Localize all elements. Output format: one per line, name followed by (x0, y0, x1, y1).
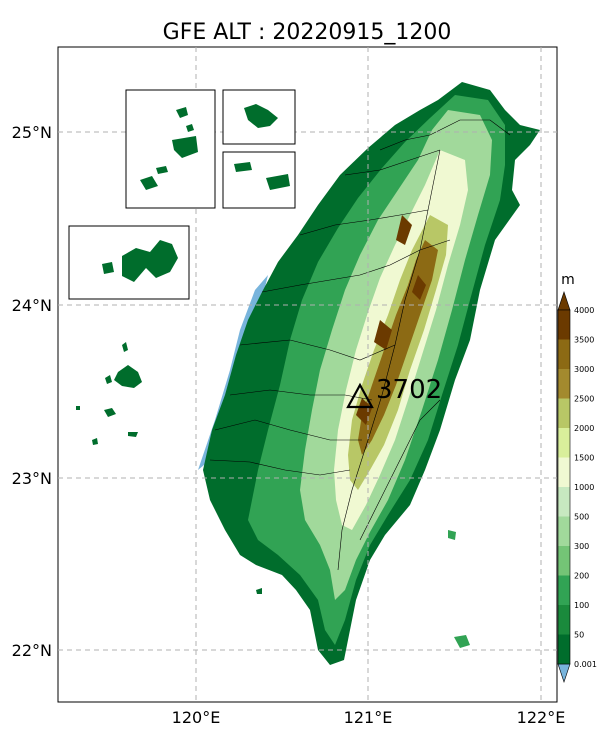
county-border (359, 399, 441, 541)
colorbar-tick-label: 2000 (574, 424, 594, 433)
colorbar-segment (558, 428, 570, 458)
inset-kinmen-islands (102, 240, 178, 282)
colorbar-unit: m (561, 272, 575, 288)
colorbar-segment (558, 575, 570, 605)
colorbar-tick-label: 4000 (574, 306, 594, 315)
inset-matsu-south-islands (234, 162, 290, 190)
peak-annotation: 3702 (346, 375, 442, 409)
y-tick-label: 22°N (12, 641, 52, 660)
colorbar-segment (558, 369, 570, 399)
inset-matsu-islands (140, 107, 198, 190)
colorbar-tick-label: 200 (574, 572, 589, 581)
terrain-summit (356, 215, 426, 425)
x-tick-label: 122°E (517, 708, 566, 727)
colorbar-extend-min (557, 663, 571, 683)
colorbar-segment (558, 339, 570, 369)
county-border (379, 119, 511, 151)
colorbar-frame (557, 309, 571, 665)
x-axis: 120°E 121°E 122°E (172, 708, 566, 727)
colorbar-segment (558, 310, 570, 340)
y-tick-label: 25°N (12, 123, 52, 142)
colorbar: m 0.001 50 100 200 300 500 1000 1500 2000 2500 300… (557, 272, 597, 683)
y-tick-label: 23°N (12, 469, 52, 488)
county-border (239, 339, 396, 361)
liuqiu-island (256, 588, 262, 594)
colorbar-tick-label: 3000 (574, 365, 594, 374)
colorbar-tick-label: 2500 (574, 395, 594, 404)
colorbar-segment (558, 605, 570, 635)
offshore-islands (76, 342, 470, 648)
colorbar-extend-max (557, 291, 571, 311)
y-tick-label: 24°N (12, 296, 52, 315)
county-border (299, 209, 429, 236)
inset-maps (68, 89, 296, 300)
colorbar-tick-label: 1000 (574, 483, 594, 492)
penghu-islands (114, 365, 142, 388)
county-border (344, 149, 441, 176)
colorbar-segment (558, 487, 570, 517)
colorbar-tick-label: 300 (574, 542, 589, 551)
colorbar-tick-label: 0.001 (574, 660, 597, 669)
map-area (58, 47, 557, 702)
inset-matsu-north-islands (244, 104, 278, 128)
colorbar-segment (558, 398, 570, 428)
green-island (448, 530, 456, 540)
colorbar-tick-label: 100 (574, 601, 589, 610)
colorbar-segment (558, 634, 570, 664)
orchid-island (454, 635, 470, 648)
y-axis: 25°N 24°N 23°N 22°N (12, 123, 52, 660)
x-tick-label: 120°E (172, 708, 221, 727)
triangle-icon (346, 382, 374, 409)
colorbar-segment (558, 546, 570, 576)
penghu-islets (76, 342, 138, 445)
x-tick-label: 121°E (344, 708, 393, 727)
colorbar-tick-label: 3500 (574, 336, 594, 345)
county-border (337, 149, 441, 571)
inset-matsu (125, 89, 216, 209)
taiwan-island (198, 82, 540, 665)
map-title: GFE ALT : 20220915_1200 (163, 20, 452, 45)
colorbar-segment (558, 457, 570, 487)
peak-value-label: 3702 (376, 375, 442, 405)
county-border (261, 239, 451, 293)
colorbar-tick-label: 500 (574, 513, 589, 522)
county-border (214, 419, 362, 441)
colorbar-segment (558, 516, 570, 546)
colorbar-tick-label: 1500 (574, 454, 594, 463)
county-border (209, 459, 351, 476)
colorbar-tick-label: 50 (574, 631, 584, 640)
